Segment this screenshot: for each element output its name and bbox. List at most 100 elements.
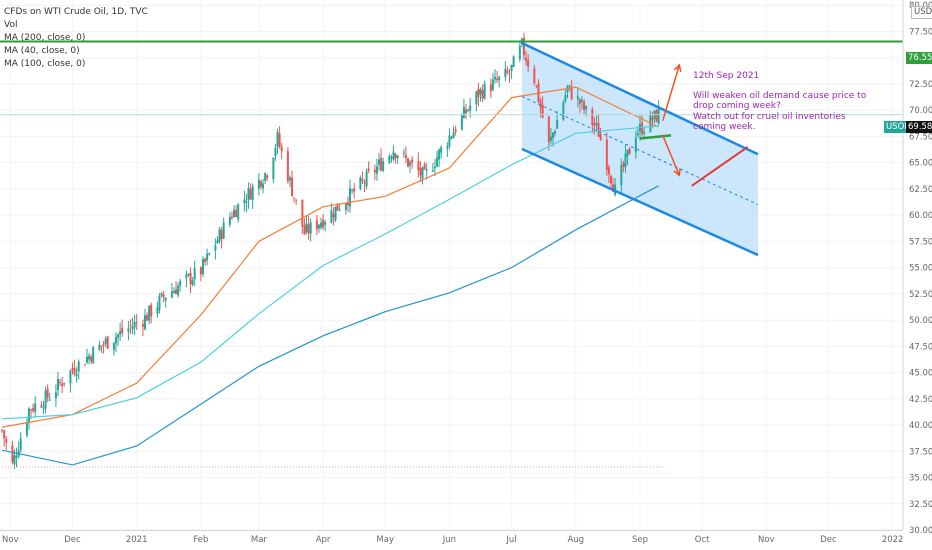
candle-body (332, 213, 335, 218)
candle-body (172, 290, 175, 294)
x-tick-label: Sep (632, 535, 648, 545)
candle-body (595, 123, 598, 125)
candle-body (102, 344, 105, 346)
legend-title[interactable]: CFDs on WTI Crude Oil, 1D, TVC (4, 7, 148, 17)
candle-body (421, 167, 424, 179)
candle-body (411, 159, 414, 163)
candle-body (106, 336, 109, 349)
candle-body (568, 85, 571, 87)
candle-body (272, 158, 275, 180)
candle-body (322, 219, 325, 228)
candle-body (346, 203, 349, 206)
candle-body (121, 327, 124, 333)
candle-body (506, 70, 509, 73)
candle-body (423, 164, 426, 170)
x-tick-label: Feb (193, 535, 208, 545)
candle-body (440, 147, 443, 153)
candle-body (593, 122, 596, 127)
candle-body (320, 222, 323, 228)
legend-ma40[interactable]: MA (40, close, 0) (4, 46, 80, 56)
legend-ma200[interactable]: MA (200, close, 0) (4, 33, 86, 43)
candle-body (164, 297, 167, 301)
candle-body (170, 291, 173, 298)
y-tick-label: 47.50 (909, 342, 932, 352)
candle-body (295, 199, 298, 201)
candle-body (541, 104, 544, 118)
candle-body (59, 381, 62, 383)
x-tick-label: Mar (251, 535, 268, 545)
chart-legend: CFDs on WTI Crude Oil, 1D, TVC Vol MA (2… (4, 6, 148, 71)
candle-body (324, 222, 327, 225)
candle-body (11, 445, 14, 463)
candle-body (504, 68, 507, 78)
legend-vol[interactable]: Vol (4, 20, 18, 30)
candle-body (177, 285, 180, 296)
candle-body (88, 355, 91, 360)
candle-body (189, 272, 192, 285)
y-tick-label: 55.00 (909, 264, 932, 274)
candle-body (63, 382, 66, 384)
channel-fill (521, 43, 759, 256)
candle-body (433, 166, 436, 169)
x-axis: Nov Dec 2021 Feb Mar Apr May Jun Jul Aug Sep Oct Nov… (0, 530, 903, 545)
candle-body (13, 455, 16, 465)
candle-body (112, 342, 115, 350)
candle-body (450, 136, 453, 138)
candle-body (605, 139, 608, 170)
candle-body (641, 122, 644, 135)
candle-body (175, 289, 178, 295)
candle-body (390, 157, 393, 159)
candle-body (491, 79, 494, 90)
x-tick-label: Nov (2, 535, 19, 545)
candle-body (262, 183, 265, 189)
candle-body (185, 274, 188, 279)
candle-body (551, 132, 554, 139)
candle-body (291, 177, 294, 197)
candle-body (404, 154, 407, 159)
support-line (639, 134, 672, 140)
candle-body (475, 91, 478, 105)
candle-body (71, 368, 74, 371)
candle-body (562, 102, 565, 120)
annotation-date: 12th Sep 2021 (693, 71, 760, 81)
candle-body (570, 86, 573, 100)
resistance-price-tag: 76.55 (906, 52, 932, 64)
candle-body (556, 120, 559, 129)
candle-body (522, 37, 525, 56)
candle-body (42, 407, 45, 409)
candle-body (305, 223, 308, 233)
candle-body (549, 136, 552, 141)
candle-body (380, 157, 383, 171)
arrow-shaft (662, 64, 681, 121)
y-tick-label: 52.50 (909, 290, 932, 300)
candle-body (117, 334, 120, 338)
candle-body (436, 157, 439, 167)
legend-ma100[interactable]: MA (100, close, 0) (4, 59, 86, 69)
channel-area (521, 43, 759, 256)
candle-body (278, 133, 281, 147)
candle-body (143, 315, 146, 330)
candle-body (150, 304, 153, 317)
x-tick-label: Aug (567, 535, 584, 545)
candle-body (303, 225, 306, 235)
candle-body (73, 368, 76, 374)
candle-body (591, 109, 594, 125)
candle-body (243, 199, 246, 204)
currency-label[interactable]: USD (911, 6, 932, 19)
y-tick-label: 32.50 (909, 500, 932, 510)
candle-body (628, 148, 631, 155)
candle-body (419, 168, 422, 176)
candle-body (657, 109, 660, 124)
candle-body (44, 390, 47, 409)
candle-body (148, 305, 151, 321)
candle-body (583, 101, 586, 111)
candle-body (30, 409, 33, 411)
candle-body (626, 149, 629, 157)
y-tick-label: 77.50 (909, 27, 932, 37)
y-tick-label: 40.00 (909, 421, 932, 431)
candle-body (448, 135, 451, 147)
candle-body (564, 94, 567, 102)
candle-body (467, 109, 470, 111)
candle-body (338, 209, 341, 211)
